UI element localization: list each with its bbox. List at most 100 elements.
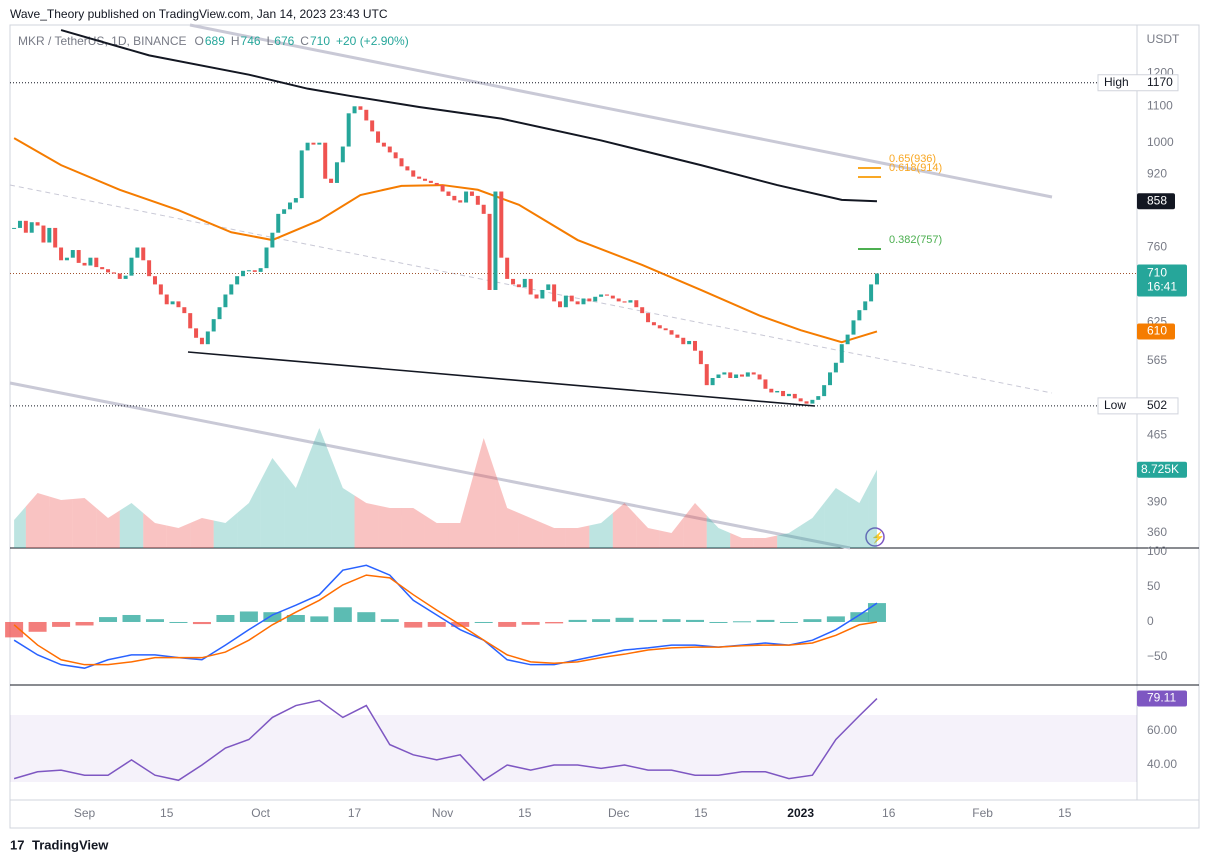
candle	[241, 270, 246, 277]
candle	[869, 284, 874, 302]
volume-area	[542, 522, 566, 548]
candle	[593, 296, 598, 302]
ohlc-value: 689	[205, 34, 225, 48]
candle	[616, 298, 621, 302]
channel-line	[9, 381, 851, 550]
candle	[82, 262, 87, 266]
candle	[152, 276, 157, 285]
candle	[117, 273, 122, 279]
volume-area	[284, 458, 308, 548]
candle	[546, 284, 551, 290]
candle	[698, 350, 703, 365]
volume-area	[424, 515, 449, 548]
candle	[217, 307, 222, 320]
volume-area	[190, 517, 214, 548]
icon[interactable]	[865, 527, 885, 547]
badge	[1097, 74, 1179, 92]
y-tick-label: 760	[1147, 240, 1167, 254]
macd-histogram	[732, 621, 751, 623]
candle	[511, 278, 516, 285]
icon-glyph: ⚡	[871, 531, 885, 544]
candle	[857, 310, 862, 321]
macd-histogram	[826, 616, 845, 622]
y-tick-label: 60.00	[1147, 723, 1177, 737]
candle	[452, 195, 457, 201]
y-tick-label: 1100	[1147, 98, 1173, 112]
candle	[381, 142, 386, 147]
candle	[651, 322, 656, 326]
macd-histogram	[145, 619, 164, 622]
candle	[12, 227, 17, 229]
candle	[399, 158, 404, 167]
volume-area	[753, 535, 778, 548]
candle	[487, 213, 492, 290]
candle	[405, 166, 410, 171]
candle	[417, 176, 422, 179]
candle	[681, 337, 686, 345]
candle	[53, 227, 58, 248]
x-tick-label: 15	[1058, 806, 1072, 820]
candle	[816, 396, 821, 400]
badge	[1137, 690, 1187, 707]
candle	[311, 142, 316, 145]
y-tick-label: 360	[1147, 525, 1167, 539]
x-tick-label: Oct	[251, 806, 270, 820]
candle	[334, 162, 339, 183]
candle	[182, 307, 187, 314]
candle	[293, 198, 298, 203]
macd-histogram	[427, 621, 446, 627]
volume-area	[612, 502, 637, 548]
frame	[9, 24, 1200, 829]
candle	[675, 334, 680, 338]
x-tick-label: Feb	[972, 806, 993, 820]
candle	[59, 247, 64, 261]
candle	[358, 106, 363, 110]
candle	[528, 278, 533, 295]
macd-histogram	[239, 611, 258, 622]
candle	[575, 301, 580, 305]
candle	[170, 301, 175, 305]
candle	[223, 294, 228, 308]
ma-last-value: 858	[1147, 193, 1167, 207]
macd-histogram	[756, 619, 775, 622]
candle	[446, 191, 451, 196]
y-tick-label: 1000	[1147, 135, 1174, 149]
candle	[23, 220, 28, 233]
macd-histogram	[28, 621, 47, 632]
macd-histogram	[5, 621, 24, 638]
rsi-last-value: 79.11	[1147, 691, 1176, 705]
macd-histogram	[357, 612, 376, 622]
y-tick-label: 565	[1147, 353, 1167, 367]
y-tick-label: 0	[1147, 614, 1154, 628]
candle	[376, 131, 381, 143]
badge	[1137, 264, 1187, 297]
candle	[458, 200, 463, 203]
badge	[1137, 461, 1187, 478]
ohlc-value: 710	[310, 34, 330, 48]
candle	[763, 379, 768, 389]
candle	[874, 273, 879, 285]
candle	[123, 275, 128, 279]
badge	[1137, 323, 1175, 340]
candle	[786, 393, 791, 397]
candle	[475, 195, 480, 205]
volume-area	[730, 532, 754, 548]
candle	[493, 191, 498, 290]
candle	[35, 222, 40, 226]
countdown: 16:41	[1147, 280, 1177, 294]
rsi-band	[10, 715, 1137, 782]
candle	[287, 202, 292, 210]
candle	[552, 284, 557, 302]
macd-histogram	[568, 619, 587, 622]
wedge-line	[187, 351, 816, 407]
candle	[781, 390, 786, 397]
volume-area	[143, 512, 167, 548]
candle	[693, 340, 698, 351]
candle	[481, 204, 486, 214]
candle	[164, 294, 169, 305]
macd-histogram	[662, 619, 681, 622]
volume-area	[96, 507, 120, 548]
candle	[258, 268, 263, 272]
